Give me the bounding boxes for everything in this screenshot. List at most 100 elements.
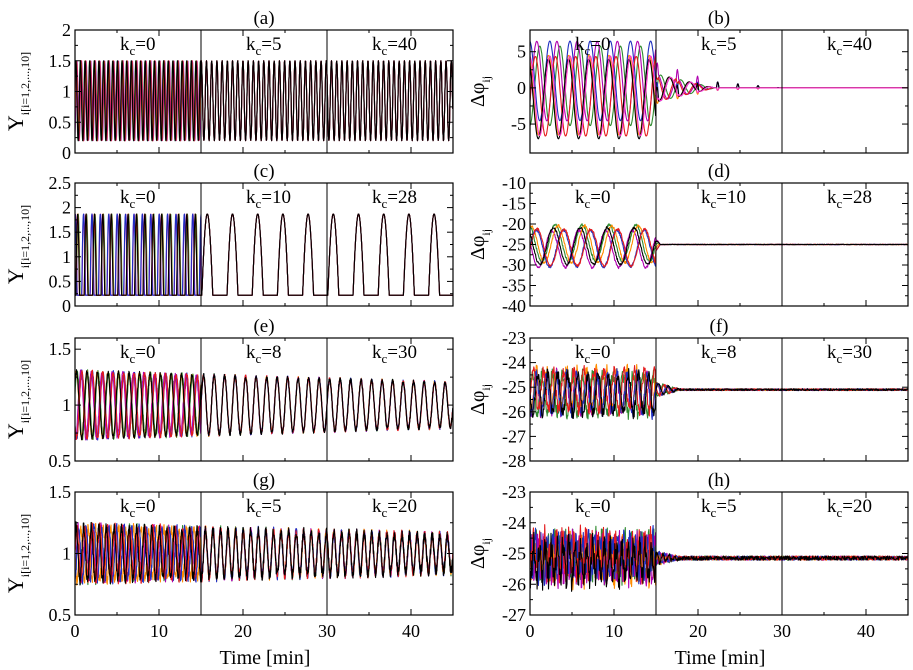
y-tick-label: 1 (62, 544, 71, 564)
y-axis-label-sub: i[i=1,2,...,10] (18, 52, 32, 115)
region-label-1: kc=0 (575, 187, 611, 211)
y-tick-label: 2.5 (49, 173, 72, 193)
series-group (530, 524, 908, 592)
region-label-value: =0 (590, 342, 610, 363)
y-axis-label-sub: i[i=1,2,...,10] (18, 205, 32, 268)
region-label-value: =40 (842, 34, 872, 55)
y-tick-label: 2 (62, 198, 71, 218)
region-label-2: kc=5 (246, 496, 282, 520)
panel-label: (b) (708, 8, 730, 29)
panel-label: (e) (253, 316, 274, 337)
region-label-sub: c (837, 43, 843, 58)
region-label-sub: c (130, 43, 136, 58)
region-label-1: kc=0 (575, 34, 611, 58)
region-label-1: kc=0 (120, 34, 156, 58)
y-tick-label: 1.5 (49, 222, 72, 242)
region-label-sub: c (256, 505, 262, 520)
region-label-value: =40 (387, 34, 417, 55)
region-label-k: k (575, 496, 585, 517)
region-label-k: k (701, 496, 711, 517)
y-tick-label: -27 (502, 605, 526, 625)
region-label-sub: c (256, 351, 262, 366)
series-group (530, 223, 908, 270)
region-label-value: =5 (261, 496, 281, 517)
region-label-2: kc=5 (701, 34, 737, 58)
y-tick-label: 0 (62, 143, 71, 163)
panel-h: -27-26-25-24-230 10 20 30 40(h)kc=0 kc=5 kc=20… (467, 470, 909, 641)
region-label-sub: c (711, 196, 717, 211)
panel-d: -40-35-30-25-20-15-10(d)kc=0 kc=10 kc=28Δφ… (467, 161, 909, 316)
region-label-sub: c (382, 505, 388, 520)
y-tick-label: -15 (502, 194, 526, 214)
region-label-value: =0 (590, 496, 610, 517)
region-label-3: kc=28 (372, 187, 417, 211)
region-label-1: kc=0 (575, 496, 611, 520)
series-line-6 (75, 369, 453, 441)
region-label-k: k (575, 34, 585, 55)
y-tick-label: -35 (502, 276, 526, 296)
series-line-2 (75, 213, 453, 296)
region-label-3: kc=20 (372, 496, 417, 520)
region-label-value: =0 (135, 187, 155, 208)
series-group (530, 363, 908, 421)
region-label-value: =28 (387, 187, 417, 208)
region-label-sub: c (585, 43, 591, 58)
region-label-3: kc=20 (827, 496, 872, 520)
y-tick-label: 5 (517, 42, 526, 62)
series-line-7 (530, 55, 908, 137)
y-tick-label: -24 (502, 513, 526, 533)
x-tick-label: 10 (605, 621, 623, 641)
region-label-k: k (827, 187, 837, 208)
y-tick-label: -23 (502, 328, 526, 348)
region-label-k: k (120, 187, 130, 208)
series-line-6 (530, 368, 908, 420)
y-axis-label: Δφij (467, 538, 493, 569)
y-axis-label-main: Y (3, 268, 28, 284)
y-axis-label: Δφij (467, 229, 493, 260)
y-tick-label: -26 (502, 402, 526, 422)
x-tick-label: 20 (689, 621, 707, 641)
region-label-k: k (701, 34, 711, 55)
y-tick-label: 1.5 (49, 482, 72, 502)
x-tick-label: 30 (318, 621, 336, 641)
y-axis-label-main: Δφ (467, 391, 489, 415)
x-tick-label: 30 (773, 621, 791, 641)
region-label-value: =20 (842, 496, 872, 517)
y-axis-label-main: Δφ (467, 236, 489, 260)
region-label-value: =10 (261, 187, 291, 208)
y-axis-label-main: Y (3, 577, 28, 593)
series-line-1 (75, 213, 453, 296)
series-line-4 (75, 213, 453, 296)
y-axis-label: Yi[i=1,2,...,10] (3, 52, 32, 131)
region-label-value: =0 (590, 187, 610, 208)
region-label-k: k (120, 342, 130, 363)
region-label-2: kc=10 (701, 187, 746, 211)
y-axis-label-sub: ij (479, 384, 493, 391)
series-group (75, 213, 453, 296)
y-tick-label: 1.5 (49, 51, 72, 71)
panel-a: 00.511.52(a)kc=0 kc=5 kc=40Yi[i=1,2,...,10… (3, 8, 454, 163)
region-label-k: k (701, 187, 711, 208)
y-tick-label: -27 (502, 426, 526, 446)
region-label-value: =0 (135, 496, 155, 517)
panel-label: (g) (253, 470, 275, 491)
series-line-4 (530, 228, 908, 269)
region-label-sub: c (585, 505, 591, 520)
region-label-k: k (246, 34, 256, 55)
series-line-3 (75, 213, 453, 296)
y-tick-label: -5 (511, 114, 526, 134)
region-label-value: =20 (387, 496, 417, 517)
region-label-sub: c (256, 43, 262, 58)
region-label-k: k (701, 342, 711, 363)
region-label-value: =8 (261, 342, 281, 363)
series-group (75, 521, 453, 586)
region-label-k: k (372, 342, 382, 363)
region-label-1: kc=0 (120, 187, 156, 211)
y-tick-label: 0 (517, 78, 526, 98)
x-tick-label: 10 (150, 621, 168, 641)
region-label-sub: c (711, 351, 717, 366)
series-group (75, 60, 453, 142)
region-label-k: k (827, 342, 837, 363)
y-tick-label: -10 (502, 173, 526, 193)
panel-g: 0.511.50 10 20 30 40(g)kc=0 kc=5 kc=20Yi[i=1,2… (3, 470, 454, 641)
